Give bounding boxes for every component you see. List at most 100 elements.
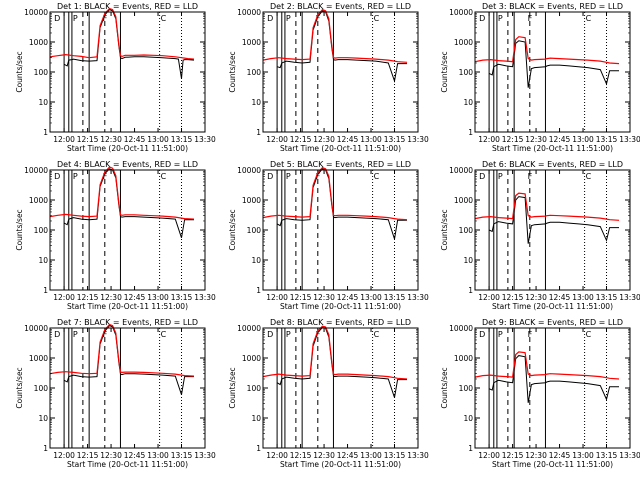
series-line-lld bbox=[262, 166, 408, 221]
x-tick-label: 13:30 bbox=[194, 451, 216, 460]
x-tick-label: 12:00 bbox=[266, 135, 288, 144]
panel-title: Det 3: BLACK = Events, RED = LLD bbox=[482, 2, 623, 11]
x-tick-label: 12:15 bbox=[77, 135, 99, 144]
panel-det-9: Det 9: BLACK = Events, RED = LLD D P F C 1 10 1… bbox=[440, 318, 640, 469]
series-line-events bbox=[488, 40, 619, 88]
marker-label: C bbox=[586, 330, 592, 339]
x-tick-label: 13:15 bbox=[171, 451, 193, 460]
y-tick-label: 1 bbox=[43, 286, 48, 295]
x-tick-label: 12:15 bbox=[502, 451, 524, 460]
x-tick-label: 13:00 bbox=[147, 451, 169, 460]
marker-label: P bbox=[73, 172, 78, 181]
y-tick-label: 1000 bbox=[454, 38, 473, 47]
marker-label: D bbox=[54, 172, 60, 181]
marker-label: F bbox=[528, 172, 533, 181]
x-tick-label: 12:15 bbox=[290, 293, 312, 302]
series-line-lld bbox=[474, 351, 620, 380]
x-tick-label: 12:30 bbox=[313, 451, 335, 460]
y-axis-label: Counts/sec bbox=[15, 367, 24, 408]
x-tick-label: 12:45 bbox=[549, 451, 571, 460]
series-line-events bbox=[63, 168, 194, 238]
x-tick-label: 12:15 bbox=[77, 293, 99, 302]
y-tick-label: 10000 bbox=[449, 8, 473, 17]
y-tick-label: 100 bbox=[247, 226, 262, 235]
marker-label: D bbox=[479, 14, 485, 23]
x-tick-label: 13:15 bbox=[596, 451, 618, 460]
y-tick-label: 1 bbox=[468, 128, 473, 137]
series-line-events bbox=[63, 325, 194, 395]
y-tick-label: 100 bbox=[459, 68, 474, 77]
marker-label: C bbox=[374, 330, 380, 339]
x-axis-label: Start Time (20-Oct-11 11:51:00) bbox=[67, 302, 188, 311]
marker-label: C bbox=[586, 172, 592, 181]
panel-title: Det 6: BLACK = Events, RED = LLD bbox=[482, 160, 623, 169]
y-tick-label: 10 bbox=[463, 98, 473, 107]
y-tick-label: 1 bbox=[43, 444, 48, 453]
x-tick-label: 12:00 bbox=[53, 135, 75, 144]
x-axis-label: Start Time (20-Oct-11 11:51:00) bbox=[280, 144, 401, 153]
x-tick-label: 13:15 bbox=[384, 293, 406, 302]
x-tick-label: 12:30 bbox=[313, 293, 335, 302]
y-tick-label: 100 bbox=[34, 68, 49, 77]
y-axis-label: Counts/sec bbox=[440, 209, 449, 250]
x-tick-label: 12:15 bbox=[77, 451, 99, 460]
marker-label: C bbox=[374, 172, 380, 181]
y-tick-label: 100 bbox=[459, 384, 474, 393]
x-tick-label: 13:15 bbox=[171, 135, 193, 144]
y-axis-label: Counts/sec bbox=[228, 209, 237, 250]
panel-title: Det 9: BLACK = Events, RED = LLD bbox=[482, 318, 623, 327]
marker-label: D bbox=[479, 172, 485, 181]
y-tick-label: 1000 bbox=[242, 196, 261, 205]
y-tick-label: 10000 bbox=[237, 8, 261, 17]
marker-label: F bbox=[316, 330, 321, 339]
marker-label: P bbox=[73, 330, 78, 339]
x-tick-label: 12:00 bbox=[266, 451, 288, 460]
y-tick-label: 1 bbox=[256, 286, 261, 295]
x-tick-label: 13:00 bbox=[572, 293, 594, 302]
x-axis-label: Start Time (20-Oct-11 11:51:00) bbox=[492, 460, 613, 469]
y-tick-label: 100 bbox=[459, 226, 474, 235]
marker-label: F bbox=[528, 14, 533, 23]
x-tick-label: 13:30 bbox=[194, 293, 216, 302]
x-tick-label: 12:30 bbox=[525, 293, 547, 302]
marker-label: C bbox=[161, 172, 167, 181]
y-tick-label: 1000 bbox=[454, 354, 473, 363]
marker-label: F bbox=[103, 14, 108, 23]
x-tick-label: 13:30 bbox=[619, 293, 640, 302]
x-tick-label: 13:30 bbox=[194, 135, 216, 144]
marker-label: D bbox=[267, 330, 273, 339]
x-tick-label: 13:30 bbox=[407, 451, 429, 460]
marker-label: P bbox=[286, 330, 291, 339]
series-line-events bbox=[63, 9, 195, 79]
x-tick-label: 12:00 bbox=[266, 293, 288, 302]
x-tick-label: 13:15 bbox=[384, 451, 406, 460]
y-tick-label: 10 bbox=[463, 414, 473, 423]
panel-det-3: Det 3: BLACK = Events, RED = LLD D P F C 1 10 1… bbox=[440, 2, 640, 153]
x-axis-label: Start Time (20-Oct-11 11:51:00) bbox=[492, 144, 613, 153]
y-tick-label: 1000 bbox=[242, 354, 261, 363]
x-tick-label: 13:30 bbox=[619, 451, 640, 460]
x-tick-label: 12:30 bbox=[525, 135, 547, 144]
marker-label: F bbox=[316, 172, 321, 181]
panel-det-8: Det 8: BLACK = Events, RED = LLD D P F C 1 10 1… bbox=[228, 318, 429, 469]
panel-title: Det 1: BLACK = Events, RED = LLD bbox=[57, 2, 198, 11]
y-tick-label: 10 bbox=[251, 414, 261, 423]
x-tick-label: 12:15 bbox=[502, 293, 524, 302]
marker-label: C bbox=[161, 14, 167, 23]
y-axis-label: Counts/sec bbox=[440, 367, 449, 408]
y-tick-label: 10000 bbox=[24, 166, 48, 175]
x-axis-label: Start Time (20-Oct-11 11:51:00) bbox=[67, 144, 188, 153]
y-tick-label: 1000 bbox=[454, 196, 473, 205]
panel-det-4: Det 4: BLACK = Events, RED = LLD D P F C 1 10 1… bbox=[15, 160, 216, 311]
x-tick-label: 12:15 bbox=[502, 135, 524, 144]
y-tick-label: 1 bbox=[256, 128, 261, 137]
panel-det-2: Det 2: BLACK = Events, RED = LLD D P F C 1 10 1… bbox=[228, 2, 429, 153]
x-tick-label: 12:00 bbox=[53, 293, 75, 302]
marker-label: C bbox=[161, 330, 167, 339]
x-tick-label: 13:00 bbox=[147, 135, 169, 144]
x-tick-label: 13:30 bbox=[407, 293, 429, 302]
y-tick-label: 10 bbox=[463, 256, 473, 265]
series-line-lld bbox=[262, 8, 408, 63]
y-tick-label: 10 bbox=[38, 256, 48, 265]
